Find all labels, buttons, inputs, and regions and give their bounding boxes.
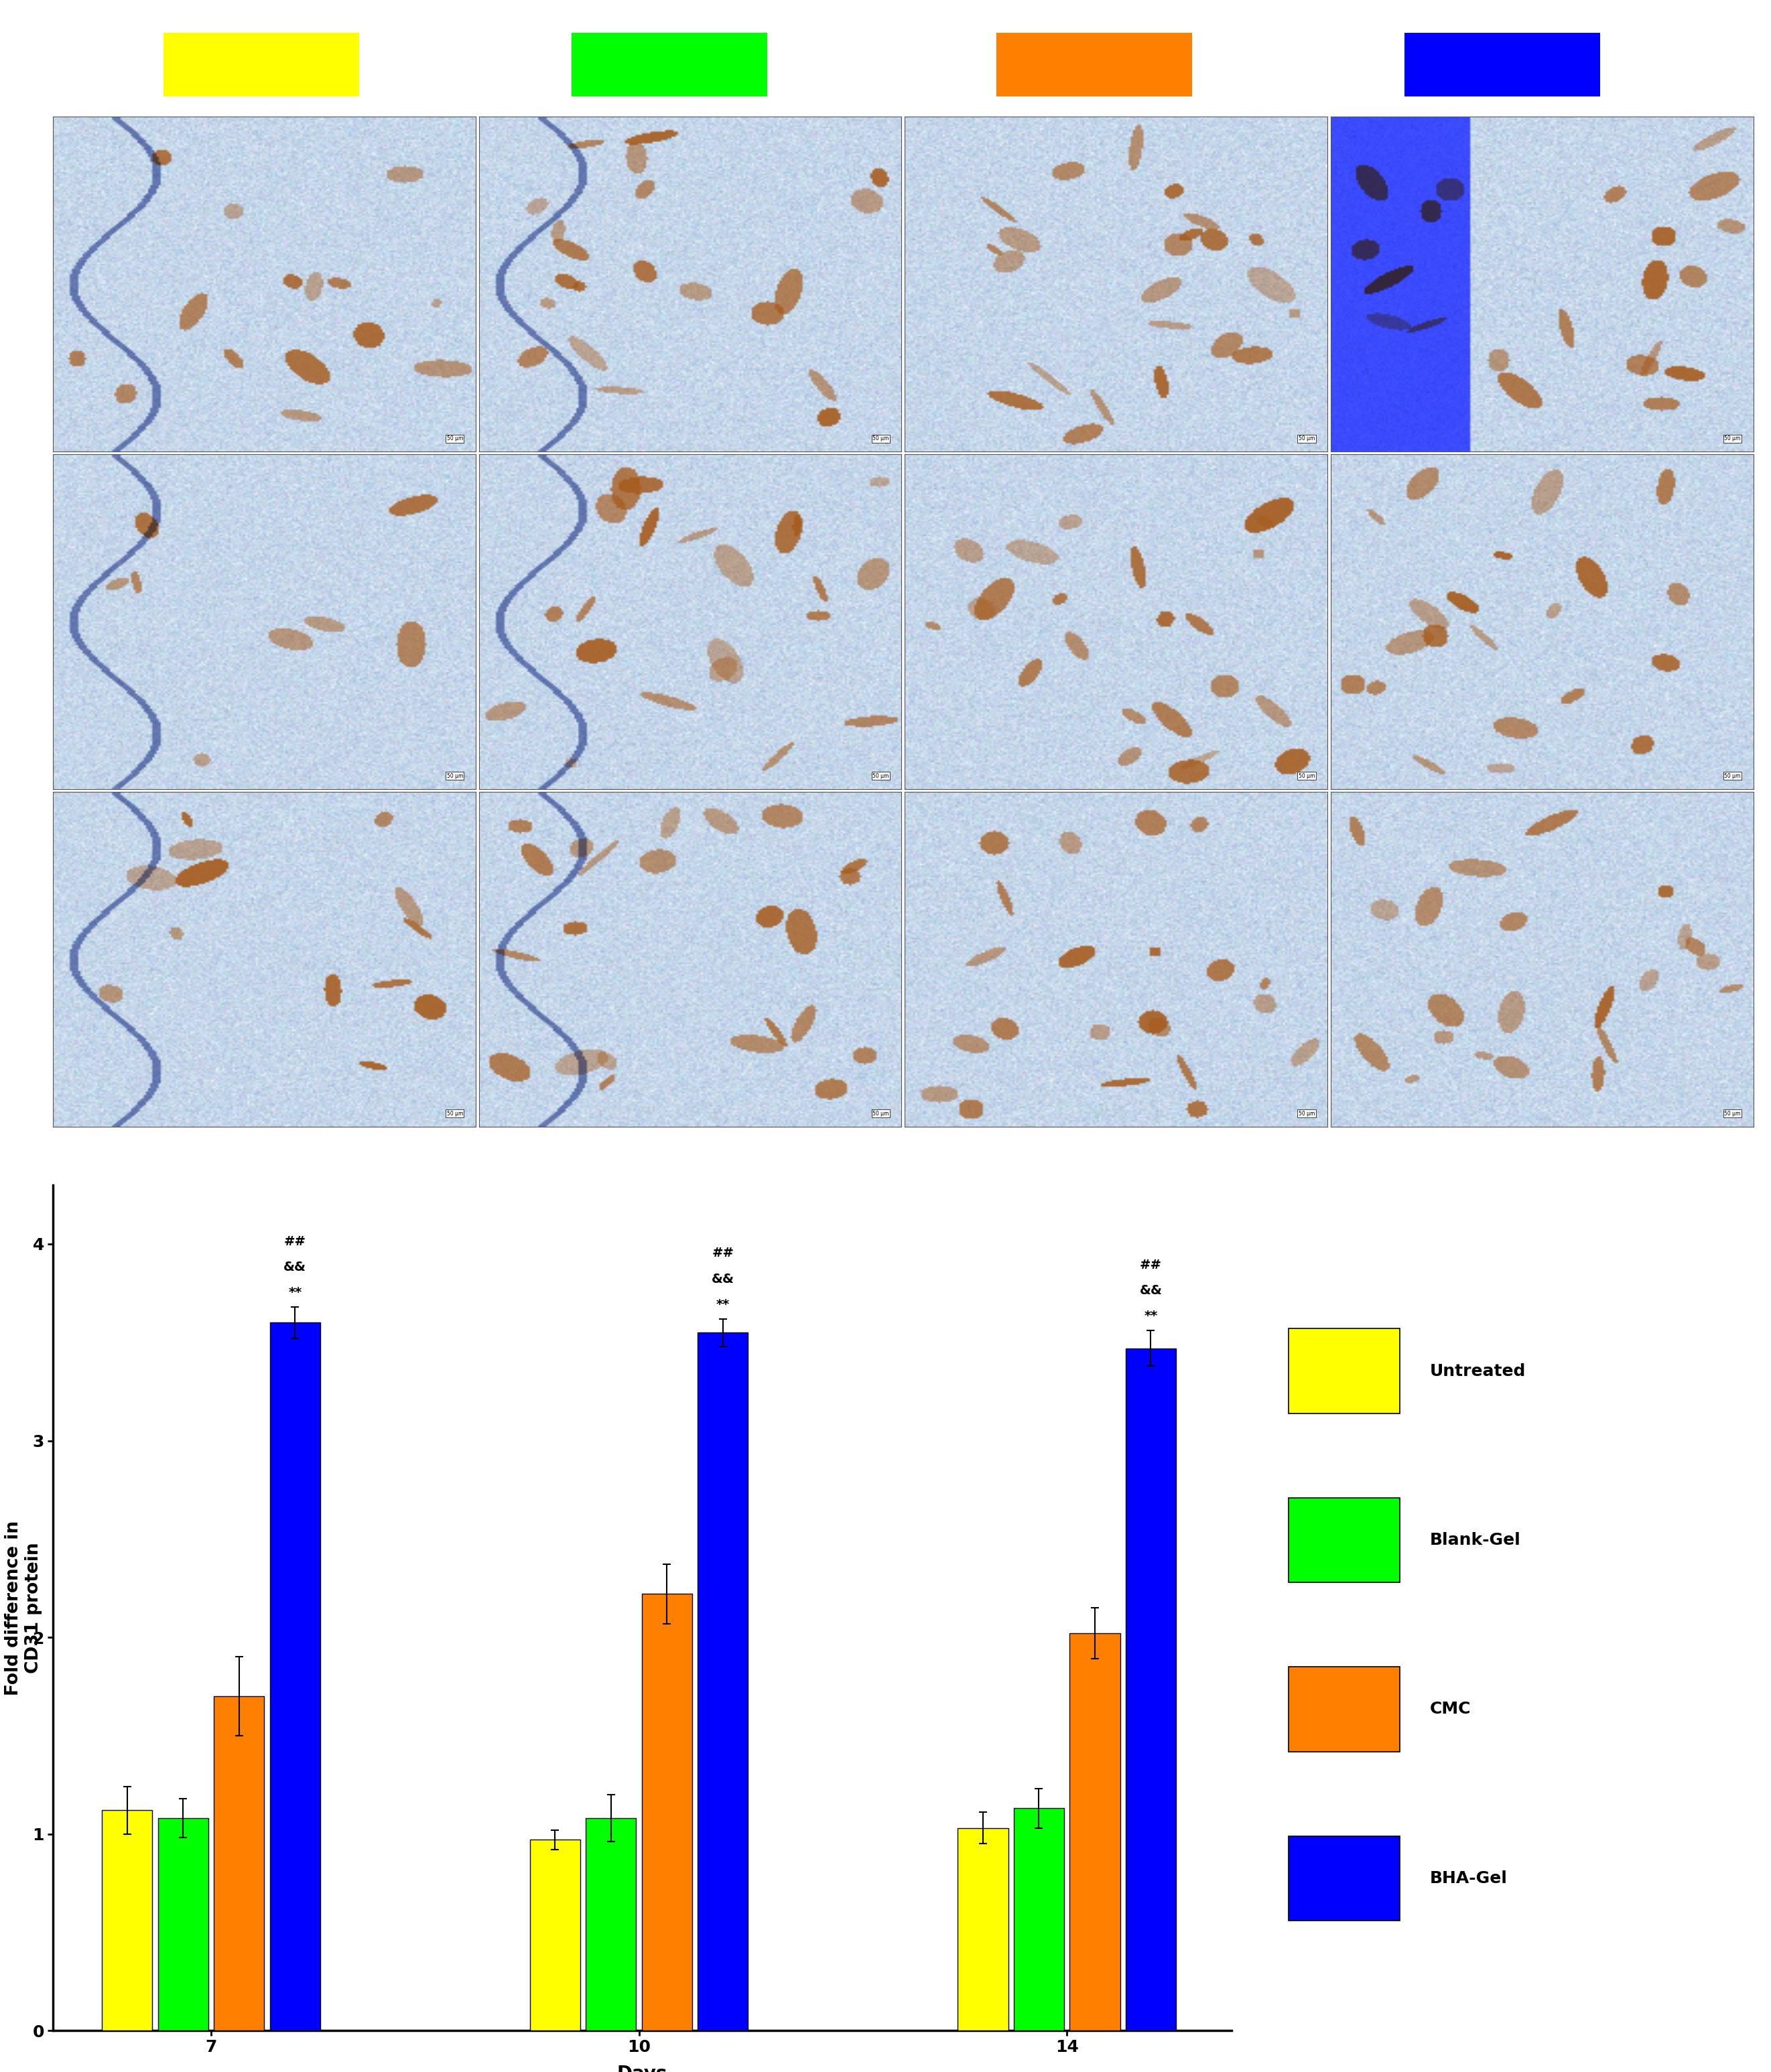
Text: Untreated: Untreated bbox=[1431, 1363, 1527, 1380]
Bar bbox=[1013, 1809, 1064, 2031]
Bar bbox=[1404, 33, 1601, 95]
Bar bbox=[698, 1332, 747, 2031]
Text: &&: && bbox=[1139, 1285, 1162, 1297]
Text: ##: ## bbox=[283, 1235, 306, 1247]
Text: 50 μm: 50 μm bbox=[446, 1111, 462, 1117]
Text: 50 μm: 50 μm bbox=[1298, 435, 1314, 441]
Text: 50 μm: 50 μm bbox=[873, 435, 889, 441]
Text: **: ** bbox=[289, 1287, 301, 1299]
Y-axis label: Fold difference in
CD31 protein: Fold difference in CD31 protein bbox=[5, 1521, 43, 1695]
Text: Blank-Gel: Blank-Gel bbox=[1431, 1531, 1521, 1548]
Text: 50 μm: 50 μm bbox=[1725, 435, 1741, 441]
Text: **: ** bbox=[715, 1299, 730, 1312]
Text: 50 μm: 50 μm bbox=[1725, 1111, 1741, 1117]
Text: 50 μm: 50 μm bbox=[446, 435, 462, 441]
Text: 50 μm: 50 μm bbox=[1298, 1111, 1314, 1117]
X-axis label: Days: Days bbox=[616, 2066, 668, 2072]
Bar bbox=[163, 33, 360, 95]
Bar bbox=[1289, 1836, 1399, 1921]
Text: BHA-Gel: BHA-Gel bbox=[1431, 1871, 1507, 1886]
Bar bbox=[158, 1819, 209, 2031]
Bar bbox=[1289, 1668, 1399, 1751]
Bar bbox=[586, 1819, 636, 2031]
Text: &&: && bbox=[712, 1272, 735, 1285]
Text: 50 μm: 50 μm bbox=[1725, 773, 1741, 779]
Text: 50 μm: 50 μm bbox=[873, 773, 889, 779]
Bar bbox=[641, 1593, 692, 2031]
Text: &&: && bbox=[283, 1260, 306, 1274]
Bar bbox=[269, 1322, 321, 2031]
Text: ##: ## bbox=[712, 1247, 733, 1260]
Bar bbox=[103, 1811, 152, 2031]
Bar bbox=[530, 1840, 581, 2031]
Bar bbox=[1289, 1498, 1399, 1583]
Bar bbox=[1289, 1328, 1399, 1413]
Bar bbox=[1126, 1349, 1176, 2031]
Bar bbox=[1070, 1633, 1119, 2031]
Text: ##: ## bbox=[1141, 1260, 1162, 1272]
Text: 50 μm: 50 μm bbox=[446, 773, 462, 779]
Bar bbox=[997, 33, 1192, 95]
Bar bbox=[214, 1697, 264, 2031]
Text: **: ** bbox=[1144, 1310, 1158, 1322]
Text: CMC: CMC bbox=[1431, 1701, 1472, 1718]
Bar bbox=[572, 33, 767, 95]
Text: 50 μm: 50 μm bbox=[873, 1111, 889, 1117]
Bar bbox=[958, 1828, 1008, 2031]
Text: 50 μm: 50 μm bbox=[1298, 773, 1314, 779]
